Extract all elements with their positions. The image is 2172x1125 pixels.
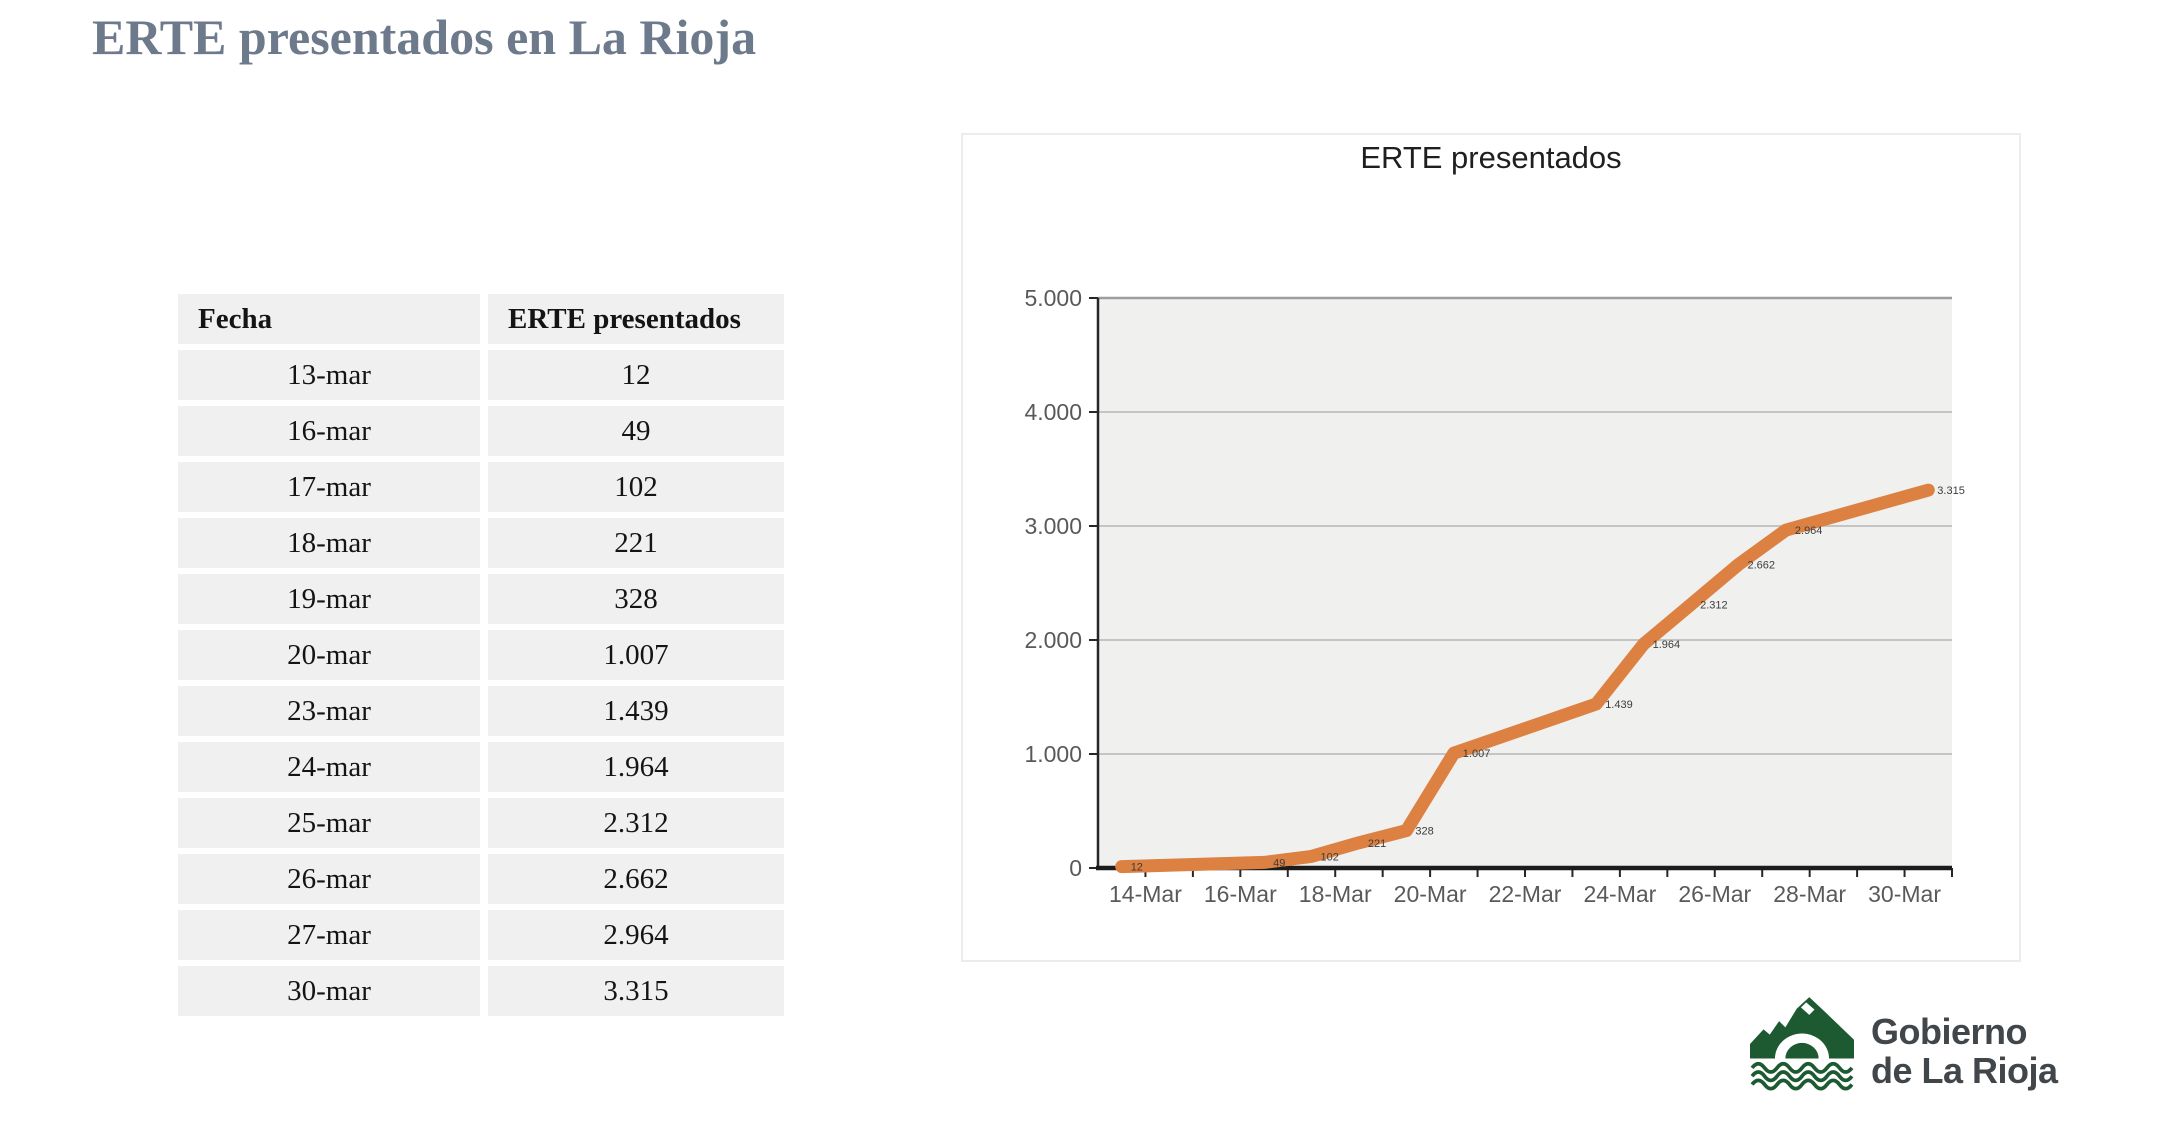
table-cell: 2.312 <box>488 798 784 848</box>
table-row: 13-mar 12 <box>178 350 784 400</box>
svg-text:18-Mar: 18-Mar <box>1299 881 1372 907</box>
table-cell: 18-mar <box>178 518 480 568</box>
svg-text:5.000: 5.000 <box>1024 285 1082 311</box>
logo-icon-shapes <box>1750 997 1854 1091</box>
chart-panel: ERTE presentados 0 1.000 2.000 3.000 4.000 5.… <box>961 133 2021 962</box>
table-row: 16-mar 49 <box>178 406 784 456</box>
page-title: ERTE presentados en La Rioja <box>92 9 757 65</box>
erte-line-chart: 0 1.000 2.000 3.000 4.000 5.000 14-Mar 16-Mar 18… <box>1024 285 1965 907</box>
erte-table-body: 13-mar 12 16-mar 49 17-mar 102 18-mar 221 19-mar… <box>178 350 784 1016</box>
table-cell: 30-mar <box>178 966 480 1016</box>
svg-text:328: 328 <box>1415 826 1433 838</box>
svg-text:2.964: 2.964 <box>1795 525 1823 537</box>
svg-text:3.000: 3.000 <box>1024 513 1082 539</box>
svg-text:1.007: 1.007 <box>1463 748 1491 760</box>
svg-text:2.662: 2.662 <box>1748 560 1776 572</box>
logo-text-line2: de La Rioja <box>1871 1050 2058 1091</box>
table-row: 23-mar 1.439 <box>178 686 784 736</box>
svg-text:1.964: 1.964 <box>1653 639 1681 651</box>
table-cell: 13-mar <box>178 350 480 400</box>
table-cell: 221 <box>488 518 784 568</box>
table-header-row: Fecha ERTE presentados <box>178 294 784 344</box>
svg-text:3.315: 3.315 <box>1937 485 1965 497</box>
table-cell: 16-mar <box>178 406 480 456</box>
svg-text:22-Mar: 22-Mar <box>1489 881 1562 907</box>
table-cell: 20-mar <box>178 630 480 680</box>
table-cell: 3.315 <box>488 966 784 1016</box>
svg-text:14-Mar: 14-Mar <box>1109 881 1182 907</box>
svg-text:12: 12 <box>1131 862 1143 874</box>
svg-text:49: 49 <box>1273 857 1285 869</box>
svg-text:1.439: 1.439 <box>1605 699 1633 711</box>
table-cell: 1.439 <box>488 686 784 736</box>
table-cell: 19-mar <box>178 574 480 624</box>
erte-table: Fecha ERTE presentados 13-mar 12 16-mar 49 1… <box>178 294 784 1022</box>
logo-text: Gobierno de La Rioja <box>1871 1012 2058 1090</box>
table-header-fecha: Fecha <box>178 294 480 344</box>
table-row: 24-mar 1.964 <box>178 742 784 792</box>
table-cell: 27-mar <box>178 910 480 960</box>
svg-text:0: 0 <box>1069 855 1082 881</box>
table-cell: 328 <box>488 574 784 624</box>
table-cell: 102 <box>488 462 784 512</box>
table-cell: 2.964 <box>488 910 784 960</box>
table-row: 26-mar 2.662 <box>178 854 784 904</box>
table-cell: 1.007 <box>488 630 784 680</box>
svg-text:26-Mar: 26-Mar <box>1678 881 1751 907</box>
table-row: 20-mar 1.007 <box>178 630 784 680</box>
table-cell: 23-mar <box>178 686 480 736</box>
table-cell: 24-mar <box>178 742 480 792</box>
table-cell: 26-mar <box>178 854 480 904</box>
table-row: 17-mar 102 <box>178 462 784 512</box>
table-cell: 17-mar <box>178 462 480 512</box>
svg-text:28-Mar: 28-Mar <box>1773 881 1846 907</box>
svg-text:30-Mar: 30-Mar <box>1868 881 1941 907</box>
chart-title: ERTE presentados <box>1360 140 1622 175</box>
table-header-erte: ERTE presentados <box>488 294 784 344</box>
svg-text:4.000: 4.000 <box>1024 399 1082 425</box>
table-cell: 12 <box>488 350 784 400</box>
svg-text:102: 102 <box>1321 851 1339 863</box>
table-cell: 25-mar <box>178 798 480 848</box>
table-cell: 49 <box>488 406 784 456</box>
svg-text:1.000: 1.000 <box>1024 741 1082 767</box>
table-cell: 2.662 <box>488 854 784 904</box>
svg-text:2.000: 2.000 <box>1024 627 1082 653</box>
gobierno-la-rioja-logo: Gobierno de La Rioja <box>1750 996 2080 1106</box>
table-row: 18-mar 221 <box>178 518 784 568</box>
svg-text:2.312: 2.312 <box>1700 599 1728 611</box>
logo-text-line1: Gobierno <box>1871 1011 2027 1052</box>
svg-text:221: 221 <box>1368 838 1386 850</box>
table-row: 25-mar 2.312 <box>178 798 784 848</box>
mountain-river-logo-icon <box>1750 997 1854 1091</box>
table-row: 27-mar 2.964 <box>178 910 784 960</box>
svg-text:24-Mar: 24-Mar <box>1583 881 1656 907</box>
table-cell: 1.964 <box>488 742 784 792</box>
svg-text:16-Mar: 16-Mar <box>1204 881 1277 907</box>
table-row: 19-mar 328 <box>178 574 784 624</box>
svg-text:20-Mar: 20-Mar <box>1394 881 1467 907</box>
table-row: 30-mar 3.315 <box>178 966 784 1016</box>
